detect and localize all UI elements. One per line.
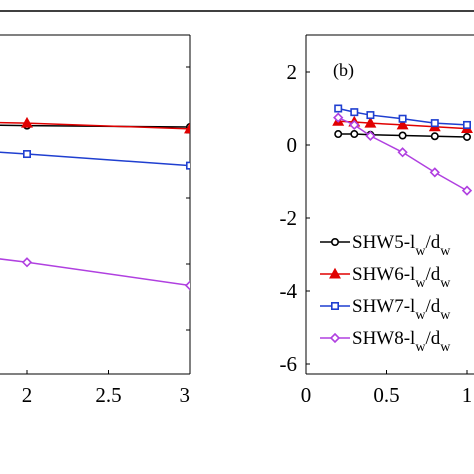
legend-marker: [329, 267, 341, 279]
panel-b-y-tick-label: 2: [287, 60, 298, 84]
panel-b-x-tick-label: 0.5: [373, 383, 399, 407]
legend-label: SHW6-lw/dw: [352, 264, 451, 291]
panel-b-label: (b): [333, 60, 354, 81]
legend-marker: [329, 332, 341, 344]
panel-b-plot-area: [305, 34, 474, 375]
panel-b-point-shw7-l: [398, 114, 407, 123]
panel-a-x-tick-label: 2: [22, 383, 33, 407]
panel-b-point-shw8-l: [429, 167, 440, 178]
legend-entry-shw5-l: SHW5-lw/dw: [320, 232, 451, 259]
panel-b-y-ticks: 2 0 -2 -4 -6: [280, 60, 310, 376]
panel-b-point-shw8-l: [333, 112, 344, 123]
panel-b-point-shw7-l: [350, 108, 359, 117]
legend-entry-shw6-l: SHW6-lw/dw: [320, 264, 451, 291]
panel-b-x-tick-label: 1: [462, 383, 473, 407]
panel-a: 2 2.5 3: [0, 34, 191, 407]
legend-marker: [330, 238, 339, 247]
panel-b-point-shw5-l: [462, 132, 471, 141]
panel-b-y-tick-label: 0: [287, 133, 298, 157]
panel-a-x-ticks: 2 2.5 3: [22, 370, 191, 407]
panel-a-point-shw8: [184, 280, 190, 291]
panel-b-point-shw7-l: [462, 120, 471, 129]
legend-label: SHW5-lw/dw: [352, 232, 451, 259]
panel-b-point-shw7-l: [334, 104, 343, 113]
panel-b-point-shw5-l: [398, 131, 407, 140]
panel-a-point-shw8: [21, 257, 33, 268]
panel-b-point-shw8-l: [397, 147, 408, 158]
panel-b-point-shw5-l: [350, 130, 359, 139]
panel-b-point-shw6-l: [396, 118, 409, 130]
panel-a-x-tick-label: 2.5: [95, 383, 121, 407]
panel-b-point-shw8-l: [365, 130, 376, 142]
panel-b-point-shw5-l: [334, 130, 343, 139]
legend-label: SHW7-lw/dw: [352, 296, 451, 323]
panel-b-y-tick-label: -6: [280, 352, 298, 376]
panel-b-legend: SHW5-lw/dw SHW6-lw/dw SHW7-lw/dw SHW8-lw/dw: [320, 232, 451, 355]
panel-b-point-shw7-l: [366, 111, 375, 120]
legend-entry-shw8-l: SHW8-lw/dw: [320, 328, 451, 355]
panel-a-point-shw7: [186, 161, 190, 170]
panel-b-x-ticks: 0 0.5 1: [301, 370, 473, 407]
panel-b-point-shw6-l: [364, 116, 377, 128]
panel-b-y-tick-label: -2: [280, 206, 298, 230]
panel-b-point-shw5-l: [430, 132, 439, 141]
panel-b: 0 0.5 1 20-2-4-6 (b) SHW5-lw/dwSHW6-lw/dwS…: [280, 34, 474, 407]
panel-b-x-tick-label: 0: [301, 383, 312, 407]
panel-b-point-shw8-l: [461, 185, 473, 196]
panel-a-point-shw6: [21, 116, 33, 128]
panel-b-point-shw7-l: [430, 119, 439, 128]
legend-entry-shw7-l: SHW7-lw/dw: [320, 296, 451, 323]
panel-a-point-shw7: [22, 150, 31, 159]
panel-a-plot-area: [0, 34, 191, 375]
legend-label: SHW8-lw/dw: [352, 328, 451, 355]
panel-a-x-tick-label: 3: [180, 383, 191, 407]
panel-b-y-tick-label: -4: [280, 279, 298, 303]
panel-b-point-shw8-l: [349, 119, 360, 131]
panel-a-point-shw6: [184, 122, 190, 134]
legend-marker: [330, 301, 339, 310]
